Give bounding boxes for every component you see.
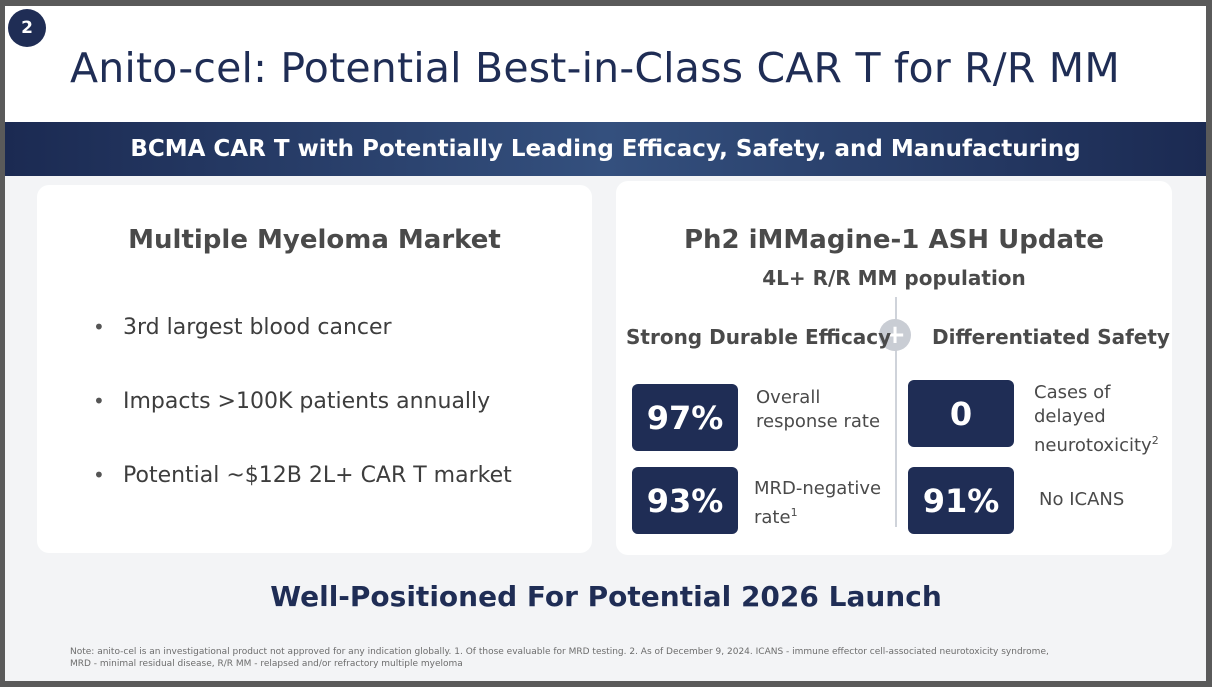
slide-number-badge: 2: [8, 9, 46, 47]
orr-label-line2: response rate: [756, 411, 881, 432]
footnote: Note: anito-cel is an investigational pr…: [70, 646, 1130, 670]
plus-icon: +: [879, 319, 911, 351]
safety-heading: Differentiated Safety: [932, 325, 1170, 349]
orr-label-line1: Overall: [756, 387, 821, 408]
mrd-label-line1: MRD-negative: [754, 478, 882, 499]
trial-population: 4L+ R/R MM population: [762, 266, 1026, 290]
efficacy-heading: Strong Durable Efficacy: [626, 325, 892, 349]
market-bullet-list: 3rd largest blood cancer Impacts >100K p…: [93, 315, 512, 537]
neurotox-label-line2: delayed: [1034, 406, 1106, 427]
title-area: [5, 6, 1206, 122]
market-card: Multiple Myeloma Market 3rd largest bloo…: [37, 185, 592, 553]
page-title: Anito-cel: Potential Best-in-Class CAR T…: [70, 44, 1120, 92]
banner: BCMA CAR T with Potentially Leading Effi…: [5, 122, 1206, 176]
market-card-title: Multiple Myeloma Market: [128, 225, 501, 255]
mrd-value: 93%: [632, 467, 738, 534]
footnote-line2: MRD - minimal residual disease, R/R MM -…: [70, 659, 463, 669]
no-icans-value: 91%: [908, 467, 1014, 534]
launch-statement: Well-Positioned For Potential 2026 Launc…: [270, 580, 942, 613]
orr-value: 97%: [632, 384, 738, 451]
neurotox-label-line3: neurotoxicity: [1034, 435, 1152, 456]
mrd-label: MRD-negative rate1: [754, 477, 881, 530]
delayed-neurotox-label: Cases of delayed neurotoxicity2: [1034, 381, 1159, 458]
market-bullet: 3rd largest blood cancer: [93, 315, 512, 389]
market-bullet: Potential ~$12B 2L+ CAR T market: [93, 463, 512, 537]
delayed-neurotox-value: 0: [908, 380, 1014, 447]
no-icans-label: No ICANS: [1039, 489, 1125, 510]
mrd-label-line2: rate: [754, 507, 791, 528]
neurotox-footnote: 2: [1151, 434, 1159, 447]
banner-text: BCMA CAR T with Potentially Leading Effi…: [130, 136, 1081, 162]
footnote-line1: Note: anito-cel is an investigational pr…: [70, 647, 1049, 657]
trial-card-title: Ph2 iMMagine-1 ASH Update: [683, 225, 1105, 255]
trial-card: Ph2 iMMagine-1 ASH Update 4L+ R/R MM pop…: [616, 181, 1172, 555]
mrd-footnote: 1: [790, 506, 798, 519]
column-divider: [895, 297, 897, 527]
neurotox-label-line1: Cases of: [1034, 382, 1111, 403]
orr-label: Overall response rate: [756, 386, 880, 434]
market-bullet: Impacts >100K patients annually: [93, 389, 512, 463]
